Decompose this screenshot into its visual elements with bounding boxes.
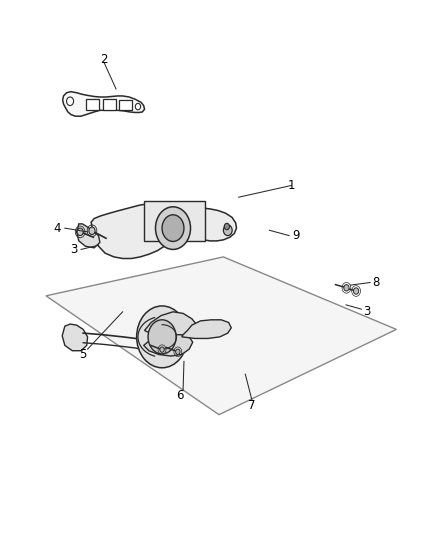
- Text: 4: 4: [53, 222, 61, 235]
- Polygon shape: [77, 224, 100, 248]
- Circle shape: [67, 97, 74, 106]
- Bar: [119, 100, 132, 110]
- Bar: [86, 99, 99, 110]
- Circle shape: [224, 223, 230, 230]
- Polygon shape: [63, 92, 145, 116]
- Polygon shape: [144, 335, 193, 356]
- Text: 6: 6: [176, 389, 184, 402]
- Circle shape: [344, 285, 349, 291]
- Polygon shape: [91, 203, 237, 259]
- Circle shape: [155, 207, 191, 249]
- Circle shape: [148, 320, 176, 354]
- Bar: [144, 201, 205, 241]
- Text: 1: 1: [287, 179, 295, 192]
- Circle shape: [176, 349, 180, 354]
- Text: 9: 9: [292, 229, 300, 242]
- Text: 3: 3: [364, 305, 371, 318]
- Polygon shape: [145, 312, 197, 336]
- Circle shape: [89, 227, 95, 235]
- Circle shape: [160, 347, 164, 352]
- Circle shape: [353, 288, 359, 294]
- Circle shape: [162, 215, 184, 241]
- Circle shape: [135, 103, 141, 110]
- Circle shape: [137, 306, 187, 368]
- Polygon shape: [62, 324, 88, 351]
- Polygon shape: [182, 320, 231, 338]
- Text: 5: 5: [79, 348, 86, 361]
- Text: 8: 8: [372, 276, 379, 289]
- Circle shape: [223, 225, 232, 236]
- Bar: [103, 99, 116, 110]
- Circle shape: [77, 228, 83, 236]
- Text: 3: 3: [70, 243, 77, 256]
- Text: 7: 7: [248, 399, 256, 411]
- Polygon shape: [46, 257, 396, 415]
- Text: 2: 2: [100, 53, 108, 66]
